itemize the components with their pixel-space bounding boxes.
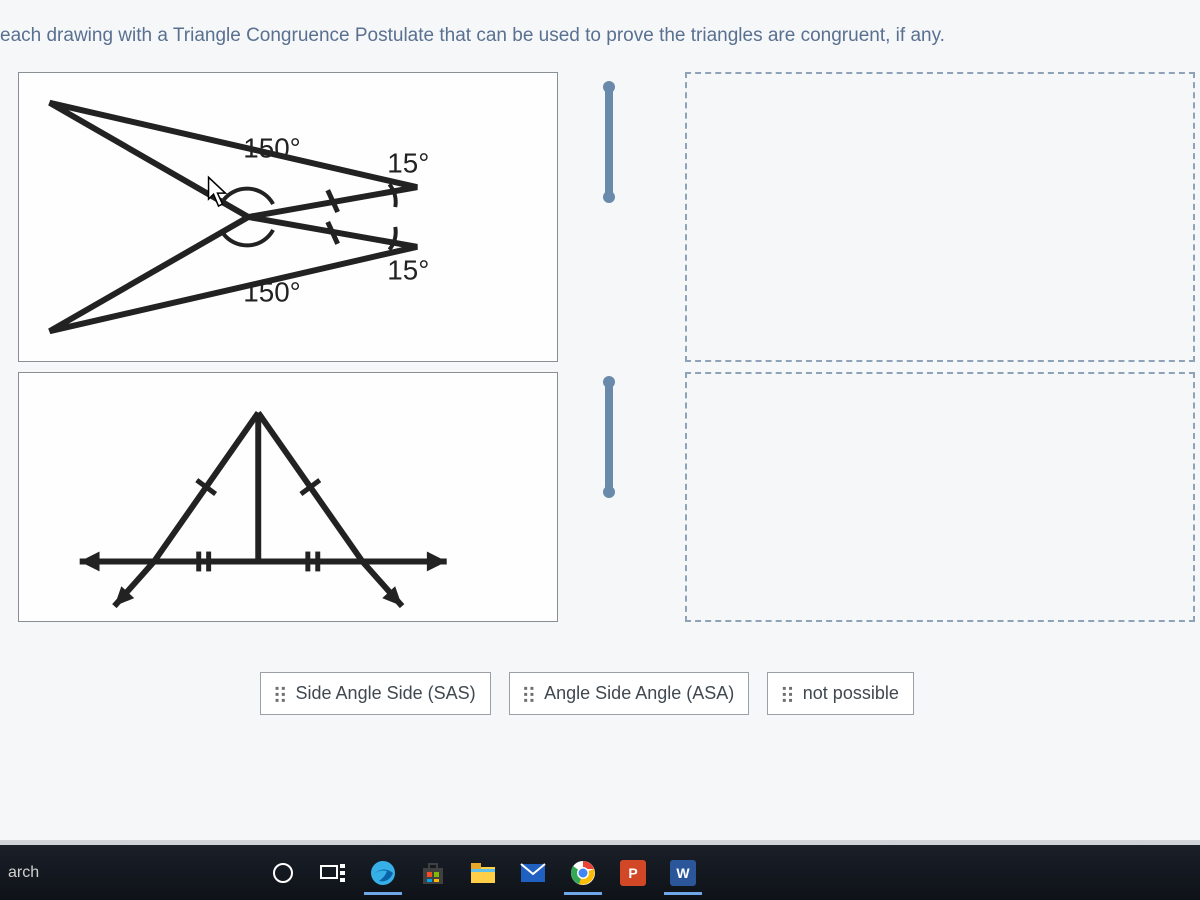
file-explorer-icon[interactable] bbox=[458, 851, 508, 895]
drag-grip-icon: ▪▪▪▪▪▪ bbox=[524, 685, 537, 703]
angle-label-15-top: 15° bbox=[387, 147, 429, 178]
dropzone-2[interactable] bbox=[685, 372, 1195, 622]
answer-options-row: ▪▪▪▪▪▪ Side Angle Side (SAS) ▪▪▪▪▪▪ Angl… bbox=[260, 672, 914, 715]
drag-grip-icon: ▪▪▪▪▪▪ bbox=[782, 685, 795, 703]
answer-chip-label: not possible bbox=[803, 683, 899, 704]
task-view-icon[interactable] bbox=[308, 851, 358, 895]
answer-chip-asa[interactable]: ▪▪▪▪▪▪ Angle Side Angle (ASA) bbox=[509, 672, 750, 715]
taskbar-search[interactable]: arch bbox=[8, 864, 258, 882]
word-icon[interactable]: W bbox=[658, 851, 708, 895]
figure-1-svg: 150° 150° 15° 15° bbox=[19, 73, 557, 361]
instruction-text: each drawing with a Triangle Congruence … bbox=[0, 20, 1200, 72]
edge-browser-icon[interactable] bbox=[358, 851, 408, 895]
angle-label-15-bottom: 15° bbox=[387, 255, 429, 286]
answer-chip-sas[interactable]: ▪▪▪▪▪▪ Side Angle Side (SAS) bbox=[260, 672, 491, 715]
dropzone-1[interactable] bbox=[685, 72, 1195, 362]
angle-label-150-top: 150° bbox=[243, 132, 301, 163]
chrome-browser-icon[interactable] bbox=[558, 851, 608, 895]
mail-icon[interactable] bbox=[508, 851, 558, 895]
figure-box-1: 150° 150° 15° 15° bbox=[18, 72, 558, 362]
taskbar: arch bbox=[0, 845, 1200, 900]
figure-2-svg bbox=[19, 373, 557, 621]
drag-grip-icon: ▪▪▪▪▪▪ bbox=[275, 685, 288, 703]
microsoft-store-icon[interactable] bbox=[408, 851, 458, 895]
powerpoint-icon[interactable]: P bbox=[608, 851, 658, 895]
answer-chip-label: Side Angle Side (SAS) bbox=[296, 683, 476, 704]
answer-chip-not-possible[interactable]: ▪▪▪▪▪▪ not possible bbox=[767, 672, 914, 715]
angle-label-150-bottom: 150° bbox=[243, 276, 301, 307]
figure-box-2 bbox=[18, 372, 558, 622]
cortana-circle-icon[interactable] bbox=[258, 851, 308, 895]
answer-chip-label: Angle Side Angle (ASA) bbox=[544, 683, 734, 704]
scrollbar-2[interactable] bbox=[605, 382, 613, 582]
scrollbar-1[interactable] bbox=[605, 87, 613, 287]
